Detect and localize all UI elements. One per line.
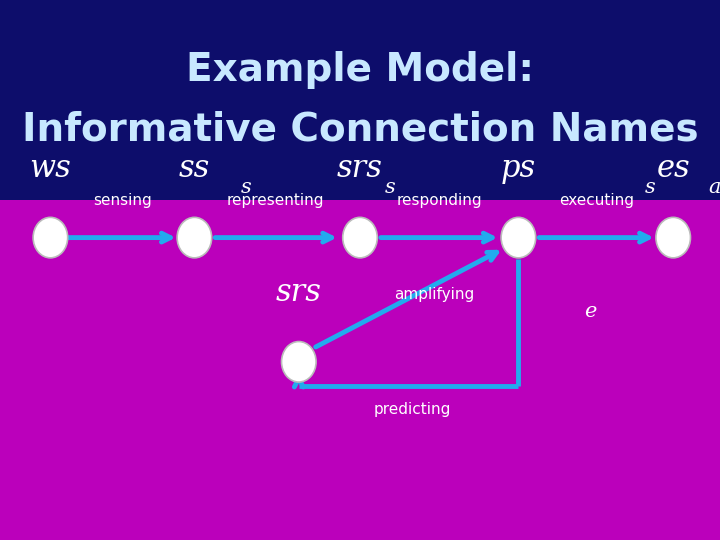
Text: s: s — [384, 178, 395, 197]
Ellipse shape — [501, 217, 536, 258]
Text: Example Model:: Example Model: — [186, 51, 534, 89]
Bar — [0, 0, 720, 200]
Text: s: s — [240, 178, 251, 197]
Ellipse shape — [656, 217, 690, 258]
Text: executing: executing — [559, 193, 634, 208]
Text: amplifying: amplifying — [394, 287, 474, 302]
Text: Informative Connection Names: Informative Connection Names — [22, 111, 698, 148]
Text: srs: srs — [337, 153, 383, 184]
Text: e: e — [584, 302, 596, 321]
Ellipse shape — [177, 217, 212, 258]
Text: representing: representing — [227, 193, 325, 208]
Text: ss: ss — [179, 153, 210, 184]
Text: sensing: sensing — [93, 193, 152, 208]
Text: s: s — [645, 178, 656, 197]
Ellipse shape — [33, 217, 68, 258]
Text: responding: responding — [397, 193, 482, 208]
Text: ps: ps — [501, 153, 536, 184]
Ellipse shape — [282, 341, 316, 382]
Text: a: a — [708, 178, 720, 197]
Text: srs: srs — [276, 277, 322, 308]
Text: predicting: predicting — [373, 402, 451, 417]
Ellipse shape — [343, 217, 377, 258]
Text: ws: ws — [30, 153, 71, 184]
Text: es: es — [657, 153, 690, 184]
